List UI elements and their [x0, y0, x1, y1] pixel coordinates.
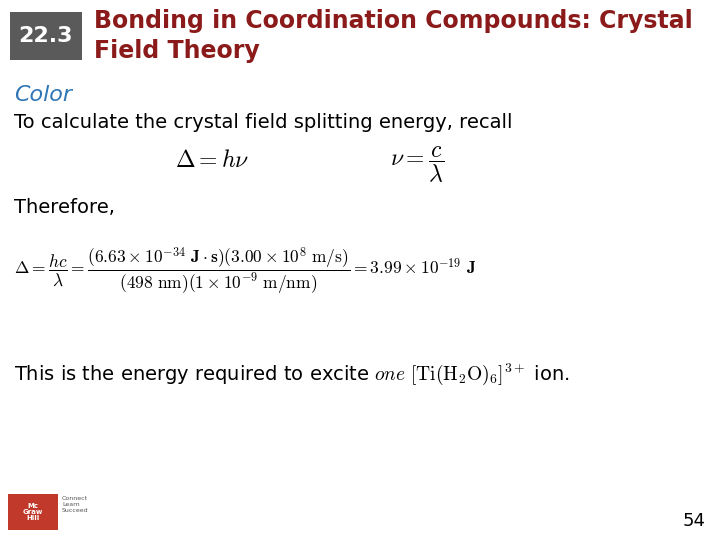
FancyBboxPatch shape — [8, 494, 58, 530]
Text: Color: Color — [14, 85, 72, 105]
Text: $\Delta = \dfrac{hc}{\lambda} = \dfrac{(6.63 \times 10^{-34}\ \mathbf{J \cdot s}: $\Delta = \dfrac{hc}{\lambda} = \dfrac{(… — [14, 245, 476, 296]
Text: Connect
Learn
Succeed: Connect Learn Succeed — [62, 496, 89, 514]
Text: $\Delta = h\nu$: $\Delta = h\nu$ — [175, 148, 249, 172]
Text: To calculate the crystal field splitting energy, recall: To calculate the crystal field splitting… — [14, 113, 513, 132]
FancyBboxPatch shape — [10, 12, 82, 60]
Text: Bonding in Coordination Compounds: Crystal
Field Theory: Bonding in Coordination Compounds: Cryst… — [94, 9, 693, 63]
Text: 22.3: 22.3 — [19, 26, 73, 46]
Text: This is the energy required to excite $\mathit{one}\ [\mathrm{Ti(H_2O)_6}]^{3+}$: This is the energy required to excite $\… — [14, 362, 570, 387]
Text: 54: 54 — [683, 512, 706, 530]
Text: $\nu = \dfrac{c}{\lambda}$: $\nu = \dfrac{c}{\lambda}$ — [390, 145, 444, 185]
Text: Therefore,: Therefore, — [14, 198, 115, 217]
Text: Mc
Graw
Hill: Mc Graw Hill — [23, 503, 43, 522]
